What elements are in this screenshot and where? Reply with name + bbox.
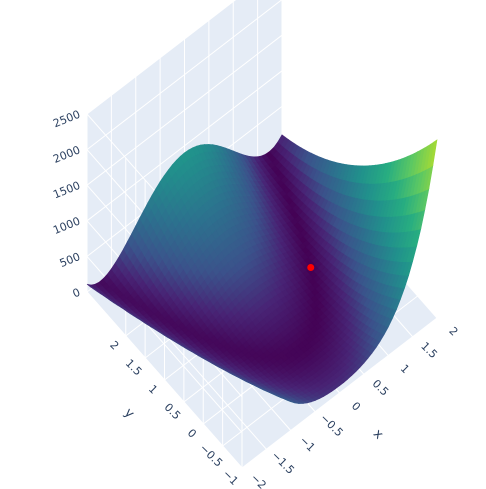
x-tick-label: 1 bbox=[398, 362, 412, 376]
x-axis-title: x bbox=[370, 426, 386, 442]
x-tick-label: 1.5 bbox=[418, 340, 440, 362]
z-gridline bbox=[86, 0, 283, 150]
y-gridline bbox=[241, 317, 438, 469]
y-tick-label: 2 bbox=[107, 338, 121, 352]
z-tick-label: 1500 bbox=[51, 179, 82, 202]
minimum-marker bbox=[307, 264, 315, 271]
x-tick-label: 2 bbox=[446, 324, 460, 338]
y-tick-label: 1.5 bbox=[123, 357, 145, 379]
y-tick-label: 0.5 bbox=[162, 401, 184, 423]
z-tick-label: 1000 bbox=[51, 215, 82, 238]
x-tick-label: −1 bbox=[297, 434, 318, 455]
y-tick-label: 0 bbox=[185, 426, 199, 440]
x-tick-label: −2 bbox=[248, 471, 269, 489]
surface-patch bbox=[277, 134, 286, 146]
z-gridline bbox=[86, 291, 243, 469]
x-tick-label: 0 bbox=[349, 399, 363, 413]
y-axis-title: y bbox=[121, 405, 137, 421]
y-tick-label: −1 bbox=[220, 467, 241, 488]
z-gridline bbox=[86, 34, 283, 186]
z-tick-label: 2500 bbox=[51, 108, 82, 131]
x-tick-label: 0.5 bbox=[370, 377, 392, 399]
z-tick-label: 2000 bbox=[51, 143, 82, 166]
z-gridline bbox=[86, 70, 283, 222]
z-tick-label: 500 bbox=[58, 250, 82, 270]
y-tick-label: −0.5 bbox=[197, 441, 225, 469]
y-tick-label: 1 bbox=[146, 382, 160, 396]
x-tick-label: −0.5 bbox=[318, 411, 346, 439]
x-tick-label: −1.5 bbox=[269, 449, 297, 477]
z-tick-label: 0 bbox=[71, 286, 82, 301]
z-gridline bbox=[86, 0, 237, 115]
minimum-marker-layer bbox=[307, 264, 315, 271]
rosenbrock-surface bbox=[86, 134, 438, 404]
